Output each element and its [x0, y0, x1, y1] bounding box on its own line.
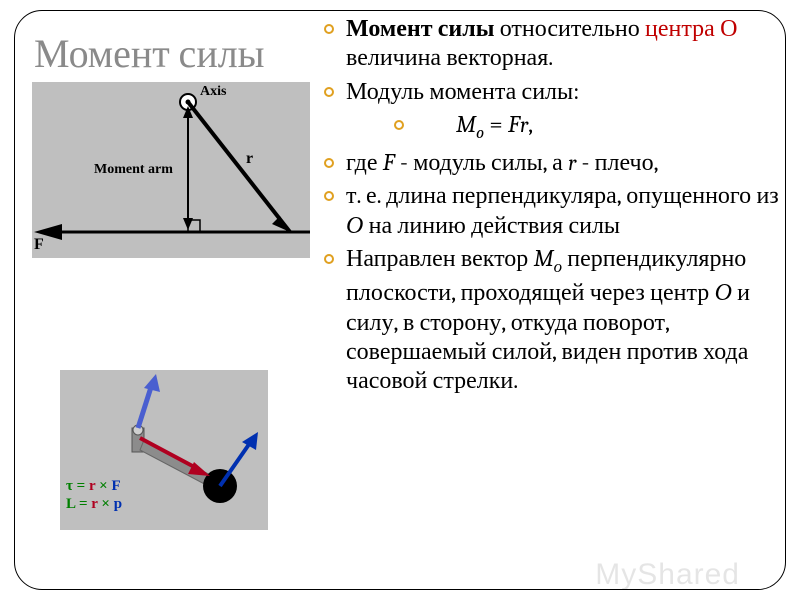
moment-arm-diagram: Axis Moment arm F r — [32, 82, 310, 258]
bullet-4: где F - модуль силы, а r - плечо, — [320, 148, 780, 177]
r-label: r — [246, 150, 253, 168]
tau-equation: τ = r × F — [66, 478, 121, 495]
axis-label: Axis — [200, 84, 226, 100]
cross-product-diagram: τ = r × F L = r × p — [60, 370, 268, 530]
slide: Момент силы Axis Moment arm F r — [0, 0, 800, 600]
angmom-symbol: L — [66, 496, 75, 512]
slide-title: Момент силы — [34, 30, 265, 77]
bullet-1: Момент силы относительно центра О величи… — [320, 14, 780, 73]
L-equation: L = r × p — [66, 496, 122, 513]
tau-symbol: τ — [66, 478, 73, 494]
bullet-6: Направлен вектор Mо перпендикулярно плос… — [320, 244, 780, 395]
bullet-2: Модуль момента силы: — [320, 77, 780, 106]
force-label: F — [34, 236, 44, 254]
moment-arm-label: Moment arm — [94, 162, 173, 178]
bullet-list: Момент силы относительно центра О величи… — [320, 14, 780, 395]
bullet-list-container: Момент силы относительно центра О величи… — [320, 14, 780, 399]
bullet-formula: Mo = Fr, — [390, 110, 796, 144]
bullet-5: т. е. длина перпендикуляра, опущенного и… — [320, 181, 780, 240]
